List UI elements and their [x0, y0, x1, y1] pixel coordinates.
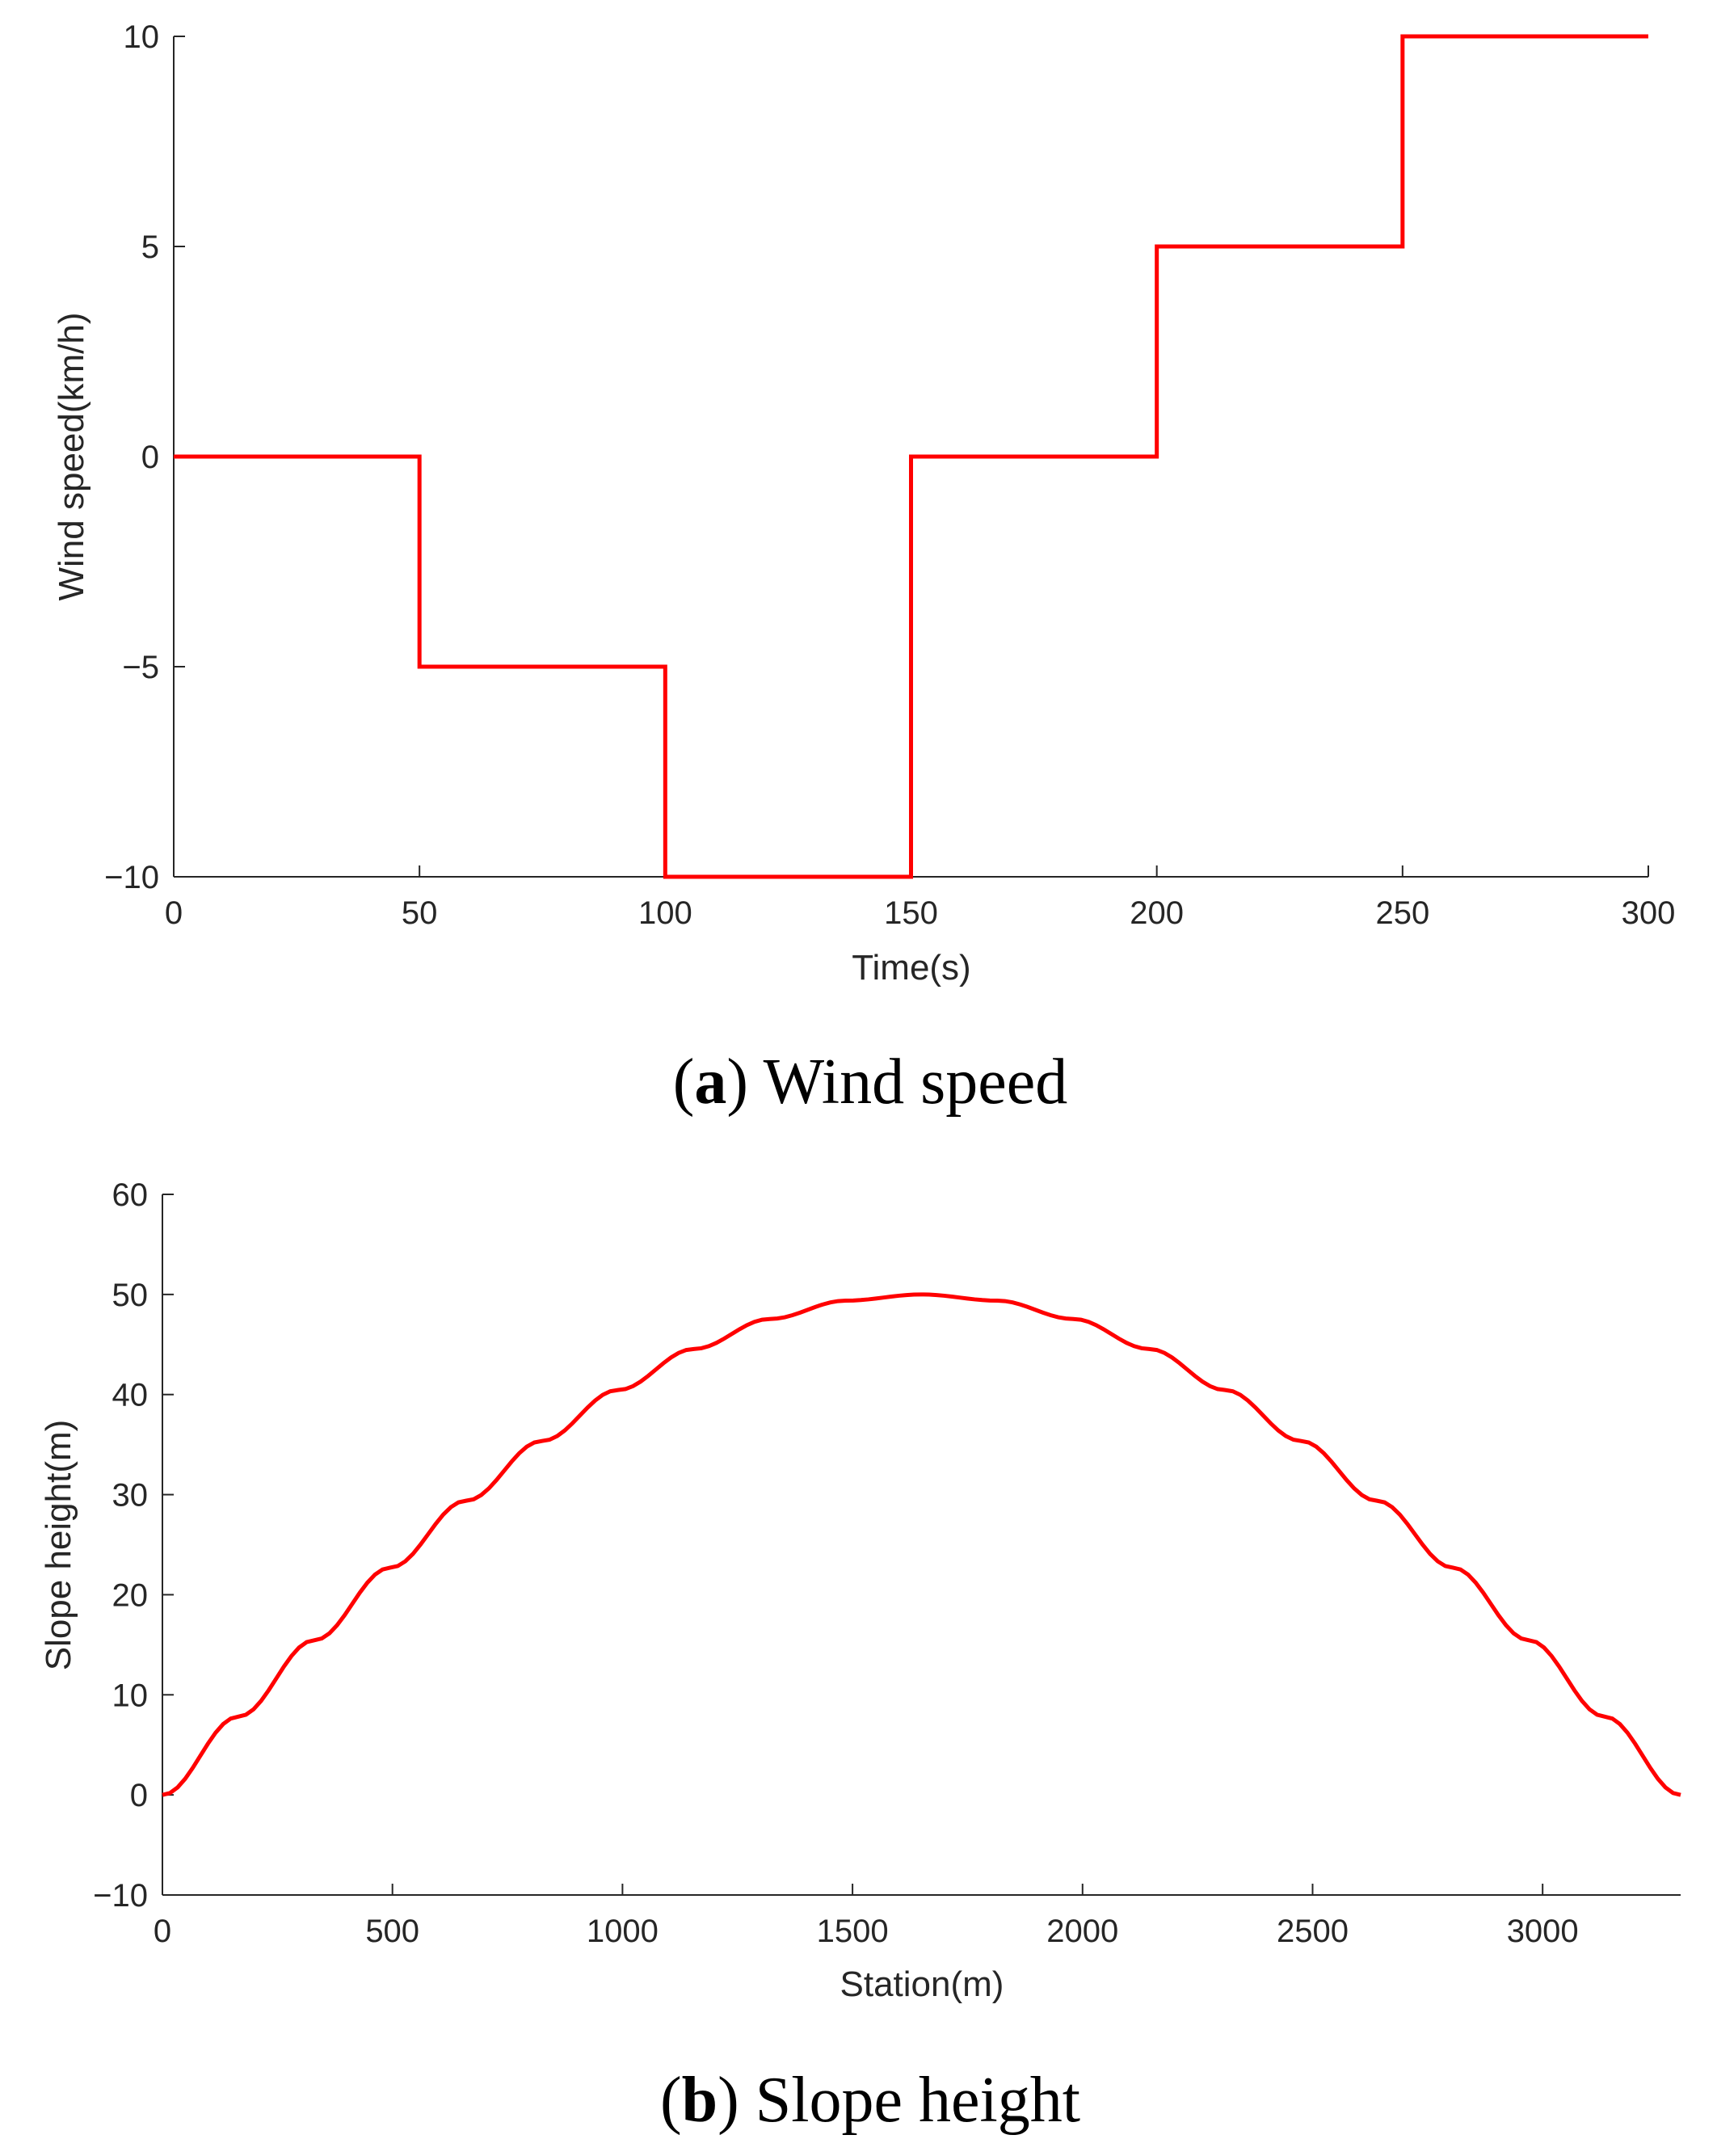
wind-speed-x-tick-label: 100 — [638, 895, 692, 931]
slope-height-x-axis-title: Station(m) — [840, 1964, 1004, 2004]
slope-height-caption-text: Slope height — [755, 2065, 1080, 2136]
slope-height-caption: (b) Slope height — [660, 2065, 1080, 2136]
wind-speed-y-tick-label: 0 — [141, 440, 159, 475]
slope-height-x-ticks: 0 500 1000 1500 2000 2500 3000 — [154, 1884, 1579, 1949]
wind-speed-y-tick-label: 10 — [124, 19, 160, 55]
slope-height-y-tick-label: 10 — [112, 1678, 149, 1713]
slope-height-x-tick-label: 2000 — [1046, 1914, 1118, 1949]
slope-height-x-tick-label: 3000 — [1507, 1914, 1579, 1949]
wind-speed-y-axis-title: Wind speed(km/h) — [52, 312, 91, 600]
slope-height-y-tick-label: −10 — [93, 1878, 148, 1914]
slope-height-x-tick-label: 0 — [154, 1914, 171, 1949]
slope-height-y-tick-label: 50 — [112, 1278, 149, 1313]
wind-speed-chart: 0 50 100 150 200 250 300 −10 −5 0 5 10 Time(s) Win… — [52, 19, 1675, 1118]
wind-speed-x-tick-label: 150 — [884, 895, 938, 931]
wind-speed-x-tick-label: 300 — [1622, 895, 1676, 931]
wind-speed-caption: (a) Wind speed — [673, 1046, 1068, 1118]
slope-height-x-tick-label: 2500 — [1277, 1914, 1349, 1949]
slope-height-y-tick-label: 30 — [112, 1478, 149, 1514]
wind-speed-caption-text: Wind speed — [764, 1046, 1068, 1118]
wind-speed-x-tick-label: 200 — [1130, 895, 1184, 931]
slope-height-series-line — [162, 1292, 1681, 1797]
slope-height-y-tick-label: 0 — [130, 1778, 148, 1813]
slope-height-axes — [162, 1194, 1681, 1896]
wind-speed-y-tick-label: −5 — [122, 650, 159, 685]
wind-speed-y-tick-label: 5 — [141, 229, 159, 265]
wind-speed-series-line — [174, 34, 1648, 879]
wind-speed-y-ticks: −10 −5 0 5 10 — [104, 19, 185, 895]
wind-speed-x-tick-label: 0 — [165, 895, 183, 931]
wind-speed-x-tick-label: 250 — [1375, 895, 1429, 931]
wind-speed-x-ticks: 0 50 100 150 200 250 300 — [165, 865, 1676, 931]
slope-height-x-tick-label: 500 — [365, 1914, 419, 1949]
wind-speed-x-axis-title: Time(s) — [852, 948, 970, 987]
slope-height-caption-letter: b — [682, 2065, 718, 2136]
slope-height-y-tick-label: 40 — [112, 1378, 149, 1413]
slope-height-x-tick-label: 1500 — [817, 1914, 889, 1949]
slope-height-y-tick-label: 20 — [112, 1577, 149, 1613]
slope-height-x-tick-label: 1000 — [587, 1914, 659, 1949]
slope-height-y-ticks: −10 0 10 20 30 40 50 60 — [93, 1177, 174, 1914]
slope-height-y-axis-title: Slope height(m) — [39, 1420, 78, 1671]
wind-speed-caption-letter: a — [694, 1046, 726, 1118]
slope-height-y-tick-label: 60 — [112, 1177, 149, 1213]
slope-height-chart: 0 500 1000 1500 2000 2500 3000 −10010203040506… — [39, 1177, 1681, 2136]
wind-speed-y-tick-label: −10 — [104, 860, 159, 895]
wind-speed-x-tick-label: 50 — [402, 895, 438, 931]
